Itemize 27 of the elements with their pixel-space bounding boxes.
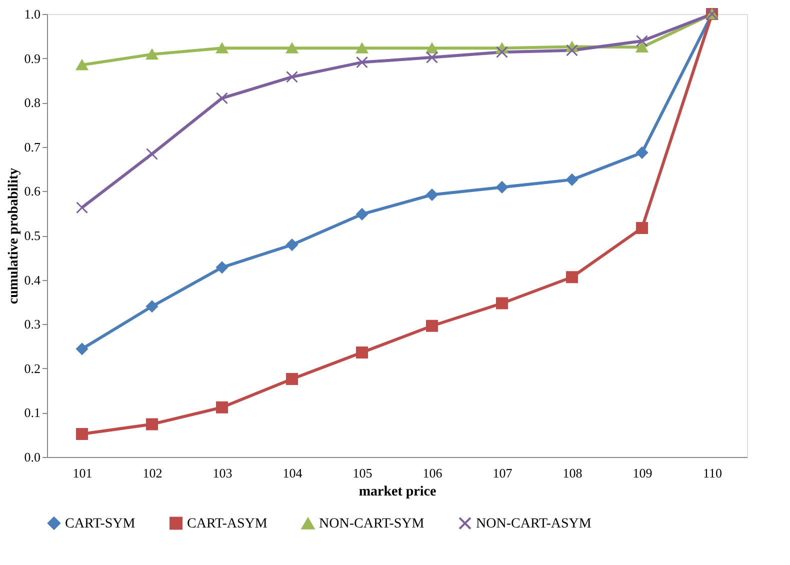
- y-tick-label: 0.2: [24, 360, 40, 376]
- x-tick-label: 103: [212, 466, 232, 480]
- x-tick-label: 106: [422, 466, 443, 480]
- y-axis-title: cumulative probability: [6, 168, 22, 304]
- legend-label: CART-SYM: [65, 516, 136, 532]
- x-tick-label: 105: [352, 466, 372, 480]
- y-tick-label: 0.3: [24, 316, 40, 332]
- y-tick-label: 0.9: [24, 50, 40, 66]
- y-tick-label: 0.7: [24, 139, 41, 154]
- legend-label: NON-CART-SYM: [319, 516, 425, 532]
- y-tick-label: 0.4: [24, 272, 41, 288]
- y-tick-label: 1.0: [24, 6, 40, 22]
- legend-label: NON-CART-ASYM: [476, 516, 592, 532]
- x-tick-label: 108: [562, 466, 582, 480]
- y-tick-label: 0.6: [24, 184, 41, 199]
- x-tick-label: 110: [702, 466, 722, 480]
- x-tick-label: 102: [142, 466, 162, 480]
- y-tick-label: 0.0: [24, 450, 40, 464]
- legend-label: CART-ASYM: [187, 516, 268, 532]
- y-tick-label: 0.1: [24, 405, 40, 420]
- y-tick-label: 0.8: [24, 95, 40, 110]
- x-tick-label: 101: [72, 466, 92, 480]
- y-tick-label: 0.5: [24, 228, 40, 243]
- x-tick-label: 104: [282, 466, 303, 480]
- x-tick-label: 107: [492, 466, 513, 480]
- x-axis-title: market price: [358, 484, 436, 500]
- x-tick-label: 109: [632, 466, 652, 480]
